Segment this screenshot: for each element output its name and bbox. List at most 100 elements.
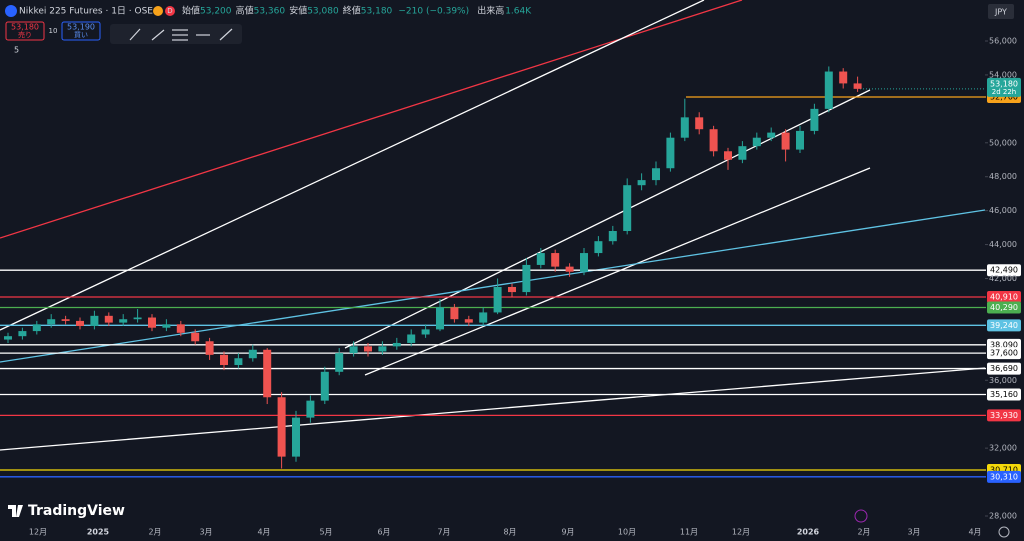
candle-body [522,264,531,293]
x-tick-label: 12月 [29,528,47,537]
ohlc: 始値 53,200 高値 53,360 安値 53,080 終値 53,180 −210 (−0… [182,5,532,17]
level-tag [987,470,1021,483]
candle-body [176,324,185,333]
x-tick-label: 12月 [732,528,750,537]
ohlc-value: 53,180 [361,7,393,17]
candle-body [90,315,99,326]
x-tick-label: 2026 [797,528,820,537]
level-tag [987,409,1021,422]
sell-label: 売り [18,30,32,39]
candle-body [205,341,214,355]
candle-body [263,349,272,398]
candle-body [594,241,603,254]
indicator-count[interactable]: 5 [14,46,19,55]
trend-line [0,0,705,331]
y-tick-label: 42,000 [989,274,1017,283]
ohlc-label: 安値 [289,5,307,17]
level-tag [987,319,1021,332]
toolbar-icons [129,28,233,41]
candle-body [162,324,171,328]
candle-body [320,371,329,401]
y-tick-label: 56,000 [989,37,1017,46]
currency: JPY [994,8,1007,17]
x-tick-label: 3月 [199,528,212,537]
trend-line [0,209,986,363]
spread: 10 [49,27,58,35]
level-tag [987,290,1021,303]
candle-body [623,185,632,231]
candle-body [47,319,56,325]
candle-body [133,317,142,320]
candle-body [752,137,761,147]
candle-body [709,129,718,152]
axes: 56,000 54,000 50,000 48,000 46,000 44,000 42,0… [29,37,1017,537]
candle-body [824,71,833,109]
ohlc-value: 53,360 [254,7,286,17]
candle-body [349,346,358,354]
level-label: 42,490 [990,266,1018,275]
x-tick-label: 3月 [907,528,920,537]
candle-body [565,266,574,272]
candle-body [536,253,545,265]
logo: TradingView [28,503,125,519]
candle-body [608,231,617,242]
candle-body [18,331,27,337]
level-label: 52,700 [990,92,1018,101]
event-icon[interactable] [854,509,868,523]
candle-body [119,319,128,323]
candle-body [378,346,387,352]
buy-button[interactable] [61,21,101,41]
candle-body [853,83,862,89]
settings-icon[interactable] [998,526,1010,538]
candle-body [61,319,70,321]
candle-body [148,317,156,328]
ohlc-label: 始値 [182,5,200,17]
candle-body [493,286,502,313]
currency-button[interactable] [988,4,1014,19]
x-tick-label: 10月 [618,528,636,537]
candle-body [277,397,286,457]
candle-body [104,315,113,323]
candle-body [335,353,344,372]
last-price-tag [987,77,1021,97]
candle-body [32,324,41,332]
candle-body [421,329,430,335]
level-label: 30,310 [990,472,1018,481]
x-tick-label: 9月 [561,528,574,537]
level-label: 37,600 [990,349,1018,358]
candle-body [680,117,689,138]
sell-button[interactable] [5,21,45,41]
level-label: 36,690 [990,364,1018,373]
symbol-icon [5,5,17,17]
level-label: 40,290 [990,303,1018,312]
candle-body [191,332,200,342]
candle-body [464,319,473,323]
candle-body [839,71,848,84]
symbol: Nikkei 225 Futures · 1日 · OSE [19,6,153,17]
level-tag [987,362,1021,375]
badge-bg [165,6,175,16]
x-tick-label: 2月 [148,528,161,537]
candle-body [364,346,372,352]
candle-body [652,168,660,181]
ohlc-label: 終値 [343,5,361,17]
y-tick-label: 54,000 [989,70,1017,79]
badge: D [167,7,172,15]
tool-path[interactable] [219,28,233,41]
level-label: 39,240 [990,321,1018,330]
tool-ray[interactable] [151,29,165,41]
candle-body [292,417,300,457]
status-dot [153,6,163,16]
y-tick-label: 50,000 [989,138,1017,147]
tool-trendline[interactable] [129,28,141,41]
candle-body [407,334,416,343]
last-price-label: 53,180 [990,79,1018,88]
x-tick-label: 8月 [503,528,516,537]
x-tick-label: 2025 [87,528,110,537]
candle-body [220,354,228,366]
level-label: 33,930 [990,411,1018,420]
candle-body [738,146,747,160]
countdown: 2d 22h [992,88,1016,96]
